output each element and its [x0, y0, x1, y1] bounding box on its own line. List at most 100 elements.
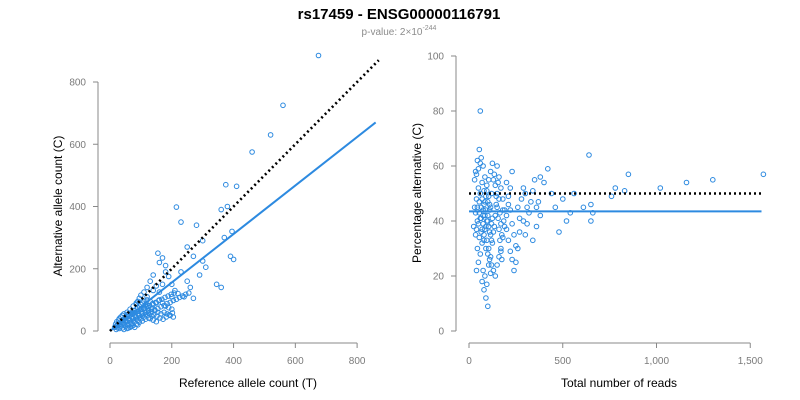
right-data-point [509, 256, 515, 263]
right-data-point [482, 212, 488, 219]
right-data-point [552, 204, 559, 211]
right-data-point [498, 221, 504, 227]
right-data-point [507, 248, 514, 255]
right-data-point [498, 185, 504, 191]
right-data-point [545, 166, 551, 172]
right-data-point [503, 226, 510, 233]
right-data-point [516, 229, 523, 235]
left-data-point [162, 294, 168, 301]
right-x-tick-label: 0 [466, 356, 472, 367]
right-data-point [524, 221, 530, 227]
left-data-point [168, 291, 174, 298]
right-data-point [515, 204, 521, 211]
right-data-point [533, 223, 540, 230]
right-data-point [571, 190, 577, 197]
pvalue-prefix: p-value: 2 [362, 27, 406, 38]
left-data-point [233, 183, 240, 190]
right-data-point [500, 218, 507, 224]
right-data-point [485, 262, 492, 268]
pvalue-times: × [405, 27, 411, 38]
right-data-point [494, 204, 500, 211]
right-x-tick-label: 1,500 [738, 356, 763, 367]
left-data-point [186, 290, 192, 296]
right-data-point [513, 259, 519, 266]
right-data-point [530, 237, 536, 244]
left-data-point [172, 287, 178, 294]
left-data-point [159, 255, 166, 261]
right-data-point [490, 229, 497, 235]
right-data-point [484, 218, 490, 224]
right-data-point [509, 221, 515, 227]
left-data-point [165, 273, 172, 280]
left-data-point [124, 325, 130, 332]
right-data-point [492, 273, 499, 279]
left-data-point [130, 322, 136, 329]
right-data-point [535, 199, 542, 205]
left-data-point [150, 272, 156, 278]
right-data-point [485, 223, 492, 230]
left-x-tick-label: 800 [349, 356, 366, 367]
left-data-point [190, 295, 197, 302]
right-data-point [498, 248, 504, 255]
left-x-tick-label: 200 [163, 356, 180, 367]
right-data-point [487, 270, 494, 277]
right-data-point [496, 174, 502, 180]
left-data-point [171, 290, 177, 296]
right-data-point [485, 193, 492, 200]
right-data-point [489, 215, 496, 222]
left-scatter-panel: Reference allele count (T) Alternative a… [51, 52, 380, 390]
right-data-point [520, 185, 527, 191]
right-data-point [484, 281, 490, 288]
right-data-point [471, 204, 478, 211]
right-data-point [472, 232, 479, 238]
left-data-point [144, 294, 150, 300]
right-data-point [477, 190, 484, 197]
right-data-point [500, 196, 506, 202]
right-data-point [495, 215, 501, 222]
right-data-point [477, 251, 484, 257]
left-data-point [147, 278, 153, 285]
right-y-axis-title: Percentage alternative (C) [410, 123, 424, 263]
right-data-point [478, 229, 485, 235]
chart-subtitle: p-value: 2×10-244 [362, 25, 437, 38]
right-data-point [503, 179, 510, 186]
right-data-point [492, 182, 499, 189]
left-data-point [280, 102, 286, 109]
right-data-point [486, 256, 493, 263]
left-data-point [156, 259, 163, 266]
right-data-point [481, 287, 487, 293]
right-data-point [485, 199, 491, 205]
left-data-point [213, 281, 220, 288]
right-data-point [499, 256, 505, 263]
right-data-point [474, 245, 481, 252]
left-data-point [162, 262, 169, 269]
right-data-point [491, 223, 498, 230]
left-data-point [203, 264, 209, 271]
right-data-point [477, 108, 484, 114]
left-data-point [196, 272, 203, 278]
left-y-tick-label: 0 [80, 327, 86, 338]
right-data-point [560, 196, 566, 202]
right-data-point [479, 179, 485, 186]
left-data-point [141, 289, 147, 295]
left-data-point [149, 300, 156, 307]
right-data-point [476, 199, 483, 205]
right-data-point [556, 229, 562, 235]
right-data-point [522, 232, 529, 238]
pvalue-base: 10 [411, 27, 423, 38]
left-data-point [142, 316, 149, 323]
right-data-point [541, 179, 547, 186]
right-data-point [481, 201, 487, 208]
right-data-point [588, 201, 594, 208]
right-data-point [490, 267, 497, 274]
right-data-point [482, 174, 488, 180]
left-data-point [138, 292, 144, 299]
right-data-point [528, 199, 534, 205]
right-data-point [476, 234, 483, 241]
chart-title: rs17459 - ENSG00000116791 [298, 6, 501, 23]
left-data-point [156, 289, 163, 295]
right-data-point [487, 204, 494, 211]
left-y-tick-label: 200 [69, 264, 86, 275]
left-data-point [315, 52, 322, 59]
left-data-point [169, 310, 176, 316]
